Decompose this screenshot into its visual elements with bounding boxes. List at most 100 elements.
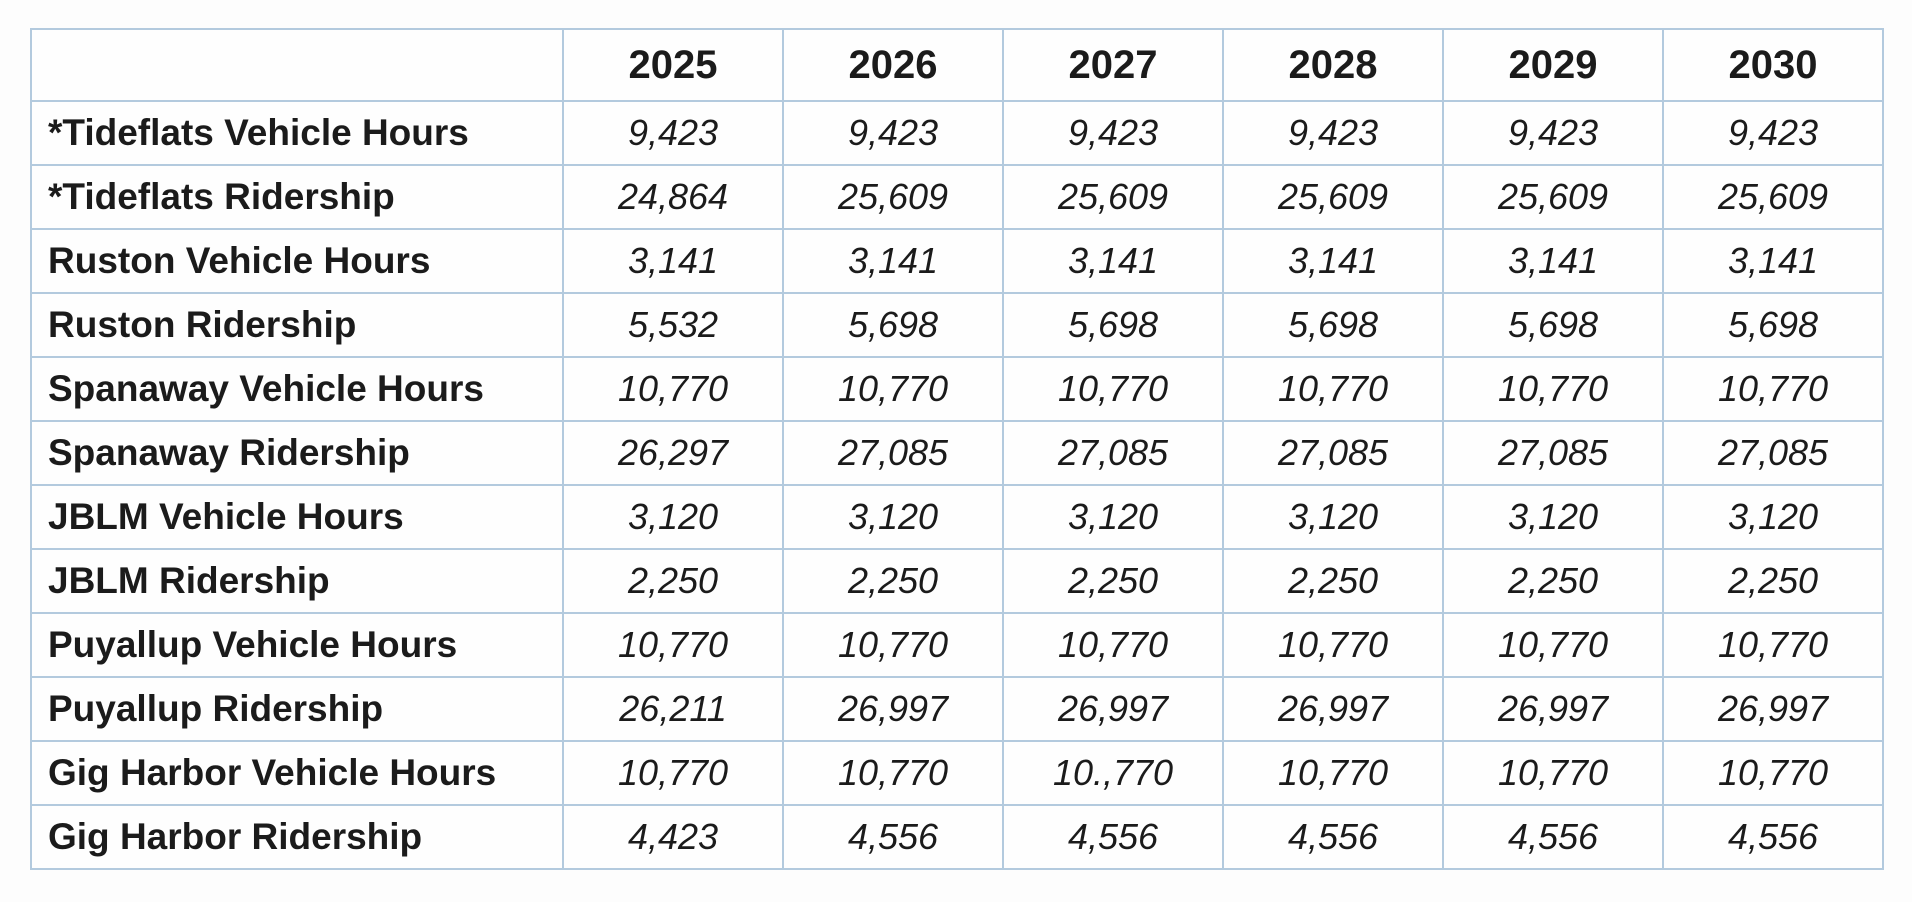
value-cell: 25,609 bbox=[1442, 164, 1664, 230]
value-cell: 10,770 bbox=[782, 356, 1004, 422]
value-cell: 10.,770 bbox=[1002, 740, 1224, 806]
row-label: Ruston Ridership bbox=[30, 292, 564, 358]
row-label: JBLM Vehicle Hours bbox=[30, 484, 564, 550]
value-cell: 10,770 bbox=[562, 356, 784, 422]
value-cell: 26,997 bbox=[1222, 676, 1444, 742]
table-row: Ruston Vehicle Hours 3,141 3,141 3,141 3,141… bbox=[30, 228, 1884, 294]
value-cell: 10,770 bbox=[1222, 740, 1444, 806]
value-cell: 24,864 bbox=[562, 164, 784, 230]
row-label: Puyallup Ridership bbox=[30, 676, 564, 742]
value-cell: 10,770 bbox=[1222, 356, 1444, 422]
year-column-header: 2025 bbox=[562, 28, 784, 102]
value-cell: 5,698 bbox=[1222, 292, 1444, 358]
table-row: *Tideflats Ridership 24,864 25,609 25,609 25… bbox=[30, 164, 1884, 230]
value-cell: 10,770 bbox=[782, 740, 1004, 806]
value-cell: 3,120 bbox=[1222, 484, 1444, 550]
year-column-header: 2030 bbox=[1662, 28, 1884, 102]
value-cell: 27,085 bbox=[1002, 420, 1224, 486]
row-label: Ruston Vehicle Hours bbox=[30, 228, 564, 294]
value-cell: 2,250 bbox=[562, 548, 784, 614]
table-row: Spanaway Vehicle Hours 10,770 10,770 10,770… bbox=[30, 356, 1884, 422]
value-cell: 9,423 bbox=[562, 100, 784, 166]
value-cell: 9,423 bbox=[1442, 100, 1664, 166]
value-cell: 3,120 bbox=[562, 484, 784, 550]
year-column-header: 2026 bbox=[782, 28, 1004, 102]
year-column-header: 2027 bbox=[1002, 28, 1224, 102]
value-cell: 3,141 bbox=[562, 228, 784, 294]
table-row: Ruston Ridership 5,532 5,698 5,698 5,698 5,69… bbox=[30, 292, 1884, 358]
value-cell: 25,609 bbox=[1222, 164, 1444, 230]
value-cell: 9,423 bbox=[1222, 100, 1444, 166]
value-cell: 3,120 bbox=[1002, 484, 1224, 550]
value-cell: 4,556 bbox=[1222, 804, 1444, 870]
value-cell: 26,211 bbox=[562, 676, 784, 742]
value-cell: 9,423 bbox=[1662, 100, 1884, 166]
value-cell: 9,423 bbox=[782, 100, 1004, 166]
value-cell: 25,609 bbox=[1002, 164, 1224, 230]
value-cell: 26,997 bbox=[782, 676, 1004, 742]
table-row: Puyallup Ridership 26,211 26,997 26,997 26,9… bbox=[30, 676, 1884, 742]
value-cell: 3,120 bbox=[782, 484, 1004, 550]
table-row: Gig Harbor Vehicle Hours 10,770 10,770 10.,… bbox=[30, 740, 1884, 806]
header-row: 2025 2026 2027 2028 2029 2030 bbox=[30, 28, 1884, 102]
row-label: Gig Harbor Ridership bbox=[30, 804, 564, 870]
value-cell: 2,250 bbox=[1222, 548, 1444, 614]
value-cell: 3,120 bbox=[1662, 484, 1884, 550]
value-cell: 10,770 bbox=[562, 612, 784, 678]
value-cell: 5,698 bbox=[1002, 292, 1224, 358]
year-column-header: 2029 bbox=[1442, 28, 1664, 102]
value-cell: 2,250 bbox=[1002, 548, 1224, 614]
value-cell: 4,556 bbox=[782, 804, 1004, 870]
table-body: *Tideflats Vehicle Hours 9,423 9,423 9,423 9… bbox=[30, 100, 1884, 870]
row-label: *Tideflats Vehicle Hours bbox=[30, 100, 564, 166]
value-cell: 10,770 bbox=[1442, 356, 1664, 422]
value-cell: 10,770 bbox=[782, 612, 1004, 678]
value-cell: 5,698 bbox=[782, 292, 1004, 358]
value-cell: 3,141 bbox=[1442, 228, 1664, 294]
value-cell: 10,770 bbox=[562, 740, 784, 806]
row-label: JBLM Ridership bbox=[30, 548, 564, 614]
year-column-header: 2028 bbox=[1222, 28, 1444, 102]
value-cell: 10,770 bbox=[1002, 356, 1224, 422]
value-cell: 25,609 bbox=[782, 164, 1004, 230]
row-label: Spanaway Vehicle Hours bbox=[30, 356, 564, 422]
table-row: *Tideflats Vehicle Hours 9,423 9,423 9,423 9… bbox=[30, 100, 1884, 166]
value-cell: 10,770 bbox=[1442, 740, 1664, 806]
value-cell: 9,423 bbox=[1002, 100, 1224, 166]
value-cell: 3,141 bbox=[1662, 228, 1884, 294]
table-row: Puyallup Vehicle Hours 10,770 10,770 10,770… bbox=[30, 612, 1884, 678]
row-label: Spanaway Ridership bbox=[30, 420, 564, 486]
value-cell: 3,141 bbox=[1002, 228, 1224, 294]
table-row: JBLM Vehicle Hours 3,120 3,120 3,120 3,120 3,… bbox=[30, 484, 1884, 550]
value-cell: 2,250 bbox=[1662, 548, 1884, 614]
value-cell: 26,297 bbox=[562, 420, 784, 486]
value-cell: 5,532 bbox=[562, 292, 784, 358]
table-row: JBLM Ridership 2,250 2,250 2,250 2,250 2,250 2… bbox=[30, 548, 1884, 614]
value-cell: 27,085 bbox=[1442, 420, 1664, 486]
value-cell: 26,997 bbox=[1002, 676, 1224, 742]
row-label: Puyallup Vehicle Hours bbox=[30, 612, 564, 678]
value-cell: 10,770 bbox=[1002, 612, 1224, 678]
value-cell: 5,698 bbox=[1442, 292, 1664, 358]
corner-header-cell bbox=[30, 28, 564, 102]
value-cell: 2,250 bbox=[782, 548, 1004, 614]
service-plan-table: 2025 2026 2027 2028 2029 2030 *Tideflats Vehi… bbox=[30, 28, 1884, 870]
value-cell: 10,770 bbox=[1222, 612, 1444, 678]
value-cell: 2,250 bbox=[1442, 548, 1664, 614]
value-cell: 3,141 bbox=[782, 228, 1004, 294]
value-cell: 27,085 bbox=[1662, 420, 1884, 486]
value-cell: 4,556 bbox=[1002, 804, 1224, 870]
row-label: *Tideflats Ridership bbox=[30, 164, 564, 230]
value-cell: 25,609 bbox=[1662, 164, 1884, 230]
value-cell: 4,556 bbox=[1662, 804, 1884, 870]
value-cell: 3,120 bbox=[1442, 484, 1664, 550]
value-cell: 26,997 bbox=[1662, 676, 1884, 742]
value-cell: 10,770 bbox=[1662, 612, 1884, 678]
table-row: Spanaway Ridership 26,297 27,085 27,085 27,0… bbox=[30, 420, 1884, 486]
value-cell: 26,997 bbox=[1442, 676, 1664, 742]
value-cell: 3,141 bbox=[1222, 228, 1444, 294]
value-cell: 27,085 bbox=[782, 420, 1004, 486]
value-cell: 10,770 bbox=[1662, 740, 1884, 806]
value-cell: 5,698 bbox=[1662, 292, 1884, 358]
value-cell: 10,770 bbox=[1662, 356, 1884, 422]
